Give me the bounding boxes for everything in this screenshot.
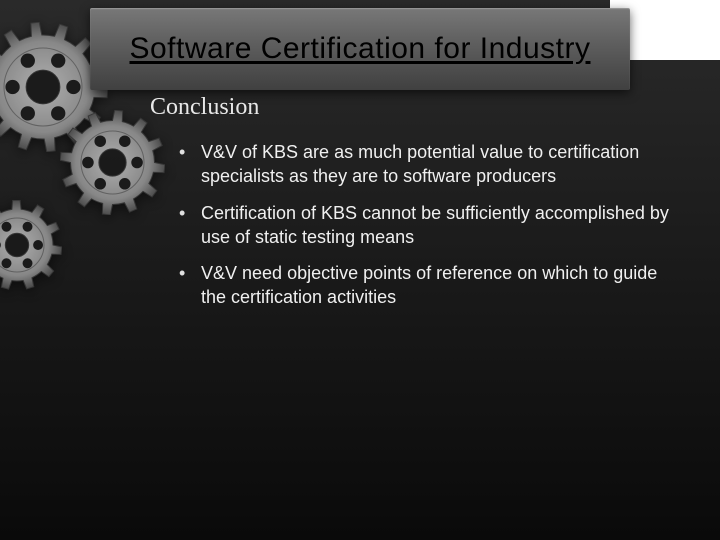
list-item: V&V of KBS are as much potential value t… [175,140,685,189]
bullet-list: V&V of KBS are as much potential value t… [175,140,685,322]
list-item: V&V need objective points of reference o… [175,261,685,310]
gear-icon [0,200,62,290]
list-item: Certification of KBS cannot be sufficien… [175,201,685,250]
slide-subtitle: Conclusion [150,94,259,121]
gear-icon [60,110,165,215]
slide-title: Software Certification for Industry [129,32,590,67]
title-bar: Software Certification for Industry [90,8,630,90]
